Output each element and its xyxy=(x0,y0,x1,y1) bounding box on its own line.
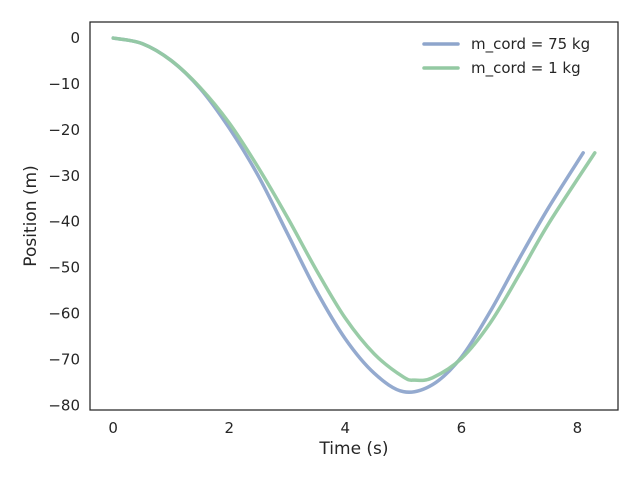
y-tick-label: −10 xyxy=(48,75,80,93)
y-axis: 0 −10 −20 −30 −40 −50 −60 −70 −80 xyxy=(48,29,80,414)
x-tick-label: 0 xyxy=(108,419,118,437)
legend-label-1kg: m_cord = 1 kg xyxy=(471,59,581,78)
plot-area xyxy=(111,36,597,394)
y-tick-label: −50 xyxy=(48,259,80,277)
x-axis: 0 2 4 6 8 xyxy=(108,419,582,437)
plot-frame xyxy=(89,21,619,411)
y-tick-label: −40 xyxy=(48,213,80,231)
y-tick-label: −80 xyxy=(48,396,80,414)
x-tick-label: 2 xyxy=(224,419,234,437)
x-tick-label: 4 xyxy=(341,419,351,437)
y-tick-label: −60 xyxy=(48,305,80,323)
legend-label-75kg: m_cord = 75 kg xyxy=(471,35,590,54)
series-line-1 xyxy=(111,36,597,383)
x-tick-label: 6 xyxy=(457,419,467,437)
y-tick-label: 0 xyxy=(70,29,80,47)
legend: m_cord = 75 kg m_cord = 1 kg xyxy=(422,35,590,78)
series-line-0 xyxy=(111,36,585,394)
y-axis-label: Position (m) xyxy=(21,165,41,266)
y-tick-label: −30 xyxy=(48,167,80,185)
x-axis-label: Time (s) xyxy=(318,439,388,459)
y-tick-label: −70 xyxy=(48,350,80,368)
x-tick-label: 8 xyxy=(573,419,583,437)
y-tick-label: −20 xyxy=(48,121,80,139)
